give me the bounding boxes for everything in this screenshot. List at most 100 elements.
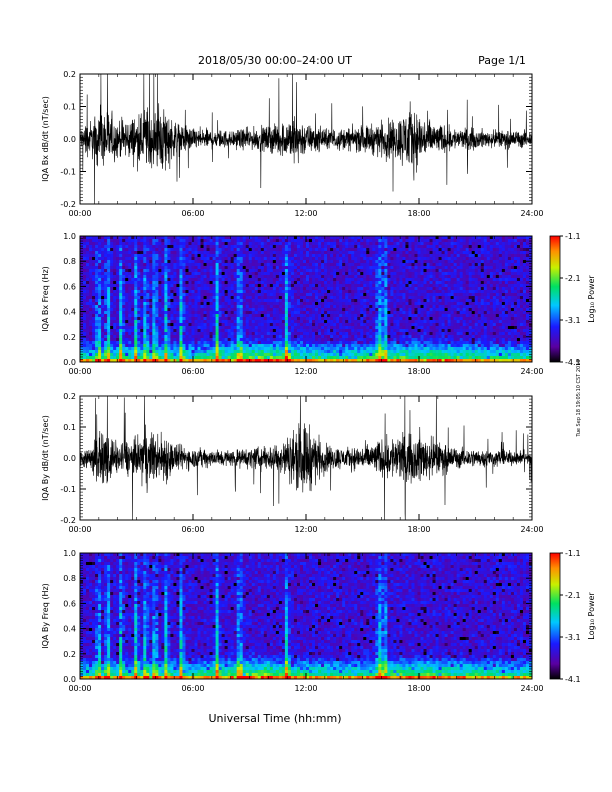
spectrogram-cell	[315, 308, 319, 312]
spectrogram-cell	[197, 323, 201, 327]
spectrogram-cell	[167, 269, 171, 273]
spectrogram-cell	[399, 323, 403, 327]
spectrogram-cell	[89, 281, 93, 285]
spectrogram-cell	[125, 266, 129, 270]
spectrogram-cell	[104, 347, 108, 351]
spectrogram-cell	[251, 338, 256, 342]
spectrogram-cell	[378, 266, 382, 270]
spectrogram-cell	[104, 257, 108, 261]
spectrogram-cell	[299, 308, 304, 312]
spectrogram-cell	[396, 263, 400, 267]
spectrogram-cell	[125, 311, 129, 315]
spectrogram-cell	[284, 341, 289, 345]
spectrogram-cell	[315, 275, 319, 279]
spectrogram-cell	[128, 329, 132, 333]
spectrogram-cell	[318, 257, 322, 261]
spectrogram-cell	[354, 251, 358, 255]
spectrogram-cell	[354, 293, 358, 297]
spectrogram-cell	[384, 284, 388, 288]
spectrogram-cell	[402, 290, 406, 294]
spectrogram-cell	[128, 314, 132, 318]
spectrogram-cell	[302, 260, 307, 264]
spectrogram-cell	[185, 251, 189, 255]
spectrogram-cell	[302, 347, 307, 351]
spectrogram-cell	[378, 341, 382, 345]
spectrogram-cell	[104, 287, 108, 291]
spectrogram-cell	[143, 356, 147, 360]
spectrogram-cell	[417, 314, 421, 318]
spectrogram-cell	[107, 257, 111, 261]
spectrogram-cell	[414, 347, 418, 351]
spectrogram-cell	[302, 275, 307, 279]
spectrogram-cell	[333, 332, 337, 336]
spectrogram-cell	[191, 257, 195, 261]
spectrogram-cell	[336, 308, 340, 312]
spectrogram-cell	[152, 311, 156, 315]
spectrogram-cell	[107, 311, 111, 315]
spectrogram-cell	[293, 353, 298, 357]
spectrogram-cell	[125, 326, 129, 330]
spectrogram-cell	[327, 305, 331, 309]
spectrogram-cell	[128, 335, 132, 339]
spectrogram-cell	[287, 326, 292, 330]
spectrogram-cell	[345, 293, 349, 297]
spectrogram-cell	[266, 308, 271, 312]
spectrogram-cell	[146, 317, 150, 321]
spectrogram-cell	[182, 347, 186, 351]
spectrogram-cell	[104, 278, 108, 282]
spectrogram-cell	[209, 260, 213, 264]
spectrogram-cell	[278, 242, 283, 246]
spectrogram-cell	[239, 257, 244, 261]
spectrogram-cell	[236, 326, 240, 330]
spectrogram-cell	[263, 320, 268, 324]
spectrogram-cell	[176, 302, 180, 306]
spectrogram-cell	[134, 338, 138, 342]
spectrogram-cell	[188, 254, 192, 258]
spectrogram-cell	[248, 335, 253, 339]
spectrogram-cell	[170, 287, 174, 291]
spectrogram-cell	[390, 260, 394, 264]
spectrogram-cell	[275, 299, 280, 303]
spectrogram-cell	[107, 341, 111, 345]
spectrogram-cell	[272, 320, 277, 324]
spectrogram-cell	[387, 359, 391, 363]
spectrogram-cell	[327, 242, 331, 246]
spectrogram-cell	[197, 335, 201, 339]
spectrogram-cell	[336, 293, 340, 297]
spectrogram-cell	[402, 272, 406, 276]
spectrogram-cell	[260, 338, 265, 342]
spectrogram-cell	[396, 245, 400, 249]
spectrogram-cell	[260, 272, 265, 276]
spectrogram-cell	[230, 263, 234, 267]
spectrogram-cell	[287, 344, 292, 348]
spectrogram-cell	[417, 353, 421, 357]
spectrogram-cell	[95, 296, 99, 300]
spectrogram-cell	[293, 290, 298, 294]
spectrogram-cell	[423, 278, 427, 282]
spectrogram-cell	[318, 347, 322, 351]
spectrogram-cell	[372, 242, 376, 246]
spectrogram-cell	[236, 353, 240, 357]
spectrogram-cell	[351, 248, 355, 252]
spectrogram-cell	[266, 284, 271, 288]
spectrogram-cell	[351, 311, 355, 315]
y-tick-label: -0.1	[60, 168, 76, 177]
spectrogram-cell	[152, 353, 156, 357]
spectrogram-cell	[251, 278, 256, 282]
spectrogram-cell	[122, 239, 126, 243]
x-tick-label: 18:00	[407, 209, 430, 218]
spectrogram-cell	[233, 332, 237, 336]
spectrogram-cell	[290, 314, 295, 318]
spectrogram-cell	[254, 275, 259, 279]
spectrogram-cell	[354, 254, 358, 258]
spectrogram-cell	[152, 248, 156, 252]
spectrogram-cell	[327, 353, 331, 357]
spectrogram-cell	[381, 338, 385, 342]
spectrogram-cell	[369, 278, 373, 282]
spectrogram-cell	[95, 272, 99, 276]
spectrogram-cell	[209, 308, 213, 312]
spectrogram-cell	[405, 332, 409, 336]
spectrogram-cell	[272, 260, 277, 264]
spectrogram-cell	[158, 269, 162, 273]
spectrogram-cell	[176, 323, 180, 327]
